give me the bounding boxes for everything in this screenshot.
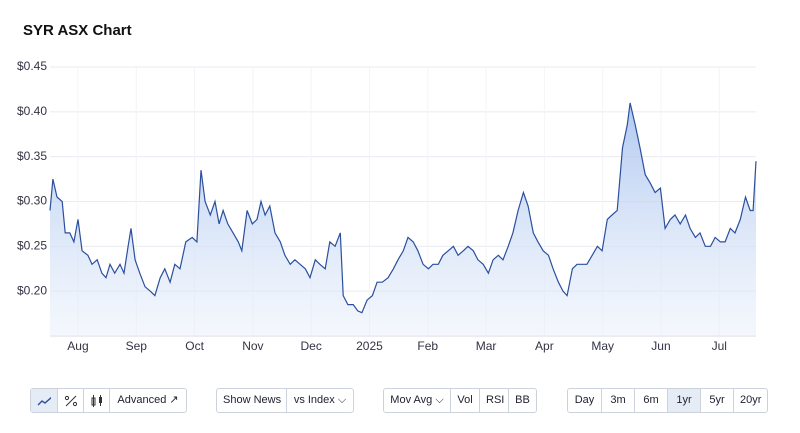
chart-type-group: Advanced ↗ xyxy=(30,388,187,413)
index-label: vs Index xyxy=(293,394,335,406)
range-button[interactable]: 1yr xyxy=(667,389,700,412)
x-tick-label: Oct xyxy=(185,339,204,353)
x-tick-label: Jul xyxy=(712,339,727,353)
x-tick-label: Sep xyxy=(126,339,148,353)
candle-icon[interactable] xyxy=(83,389,109,412)
range-button[interactable]: 20yr xyxy=(733,389,767,412)
indicator-group: Mov Avg ⌵ Vol RSI BB xyxy=(383,388,537,413)
line-icon[interactable] xyxy=(31,389,57,412)
advanced-label: Advanced xyxy=(117,394,167,406)
news-group: Show News vs Index ⌵ xyxy=(216,388,354,413)
area xyxy=(50,102,756,337)
x-tick-label: Feb xyxy=(417,339,438,353)
range-group: Day 3m 6m 1yr 5yr 20yr xyxy=(567,388,768,413)
vol-button[interactable]: Vol xyxy=(450,389,479,412)
x-tick-label: Aug xyxy=(67,339,88,353)
chart: SYR ASX Chart $0.20 $0.25 $0.30 $0.35 $0.40 $… xyxy=(17,22,757,353)
y-tick-label: $0.30 xyxy=(17,194,47,208)
chart-title: SYR ASX Chart xyxy=(23,22,132,39)
range-button[interactable]: 5yr xyxy=(700,389,733,412)
x-tick-label: Apr xyxy=(535,339,554,353)
y-tick-label: $0.20 xyxy=(17,283,47,297)
mov-avg-button[interactable]: Mov Avg ⌵ xyxy=(390,394,444,406)
y-tick-label: $0.45 xyxy=(17,59,47,73)
bb-button[interactable]: BB xyxy=(508,389,536,412)
percent-icon[interactable] xyxy=(57,389,83,412)
x-tick-label: 2025 xyxy=(356,339,383,353)
mov-avg-label: Mov Avg xyxy=(390,394,433,406)
news-button[interactable]: Show News xyxy=(223,394,282,406)
x-tick-label: May xyxy=(591,339,614,353)
rsi-button[interactable]: RSI xyxy=(479,389,508,412)
index-button[interactable]: vs Index ⌵ xyxy=(286,389,353,412)
x-tick-label: Nov xyxy=(242,339,263,353)
price-line xyxy=(49,102,757,314)
y-tick-label: $0.35 xyxy=(17,149,47,163)
x-tick-label: Dec xyxy=(301,339,322,353)
range-button[interactable]: 6m xyxy=(634,389,667,412)
advanced-button[interactable]: Advanced ↗ xyxy=(109,389,186,412)
y-tick-label: $0.40 xyxy=(17,104,47,118)
range-button[interactable]: Day xyxy=(574,394,595,406)
range-button[interactable]: 3m xyxy=(601,389,634,412)
y-tick-label: $0.25 xyxy=(17,239,47,253)
x-tick-label: Jun xyxy=(651,339,670,353)
x-tick-label: Mar xyxy=(476,339,497,353)
